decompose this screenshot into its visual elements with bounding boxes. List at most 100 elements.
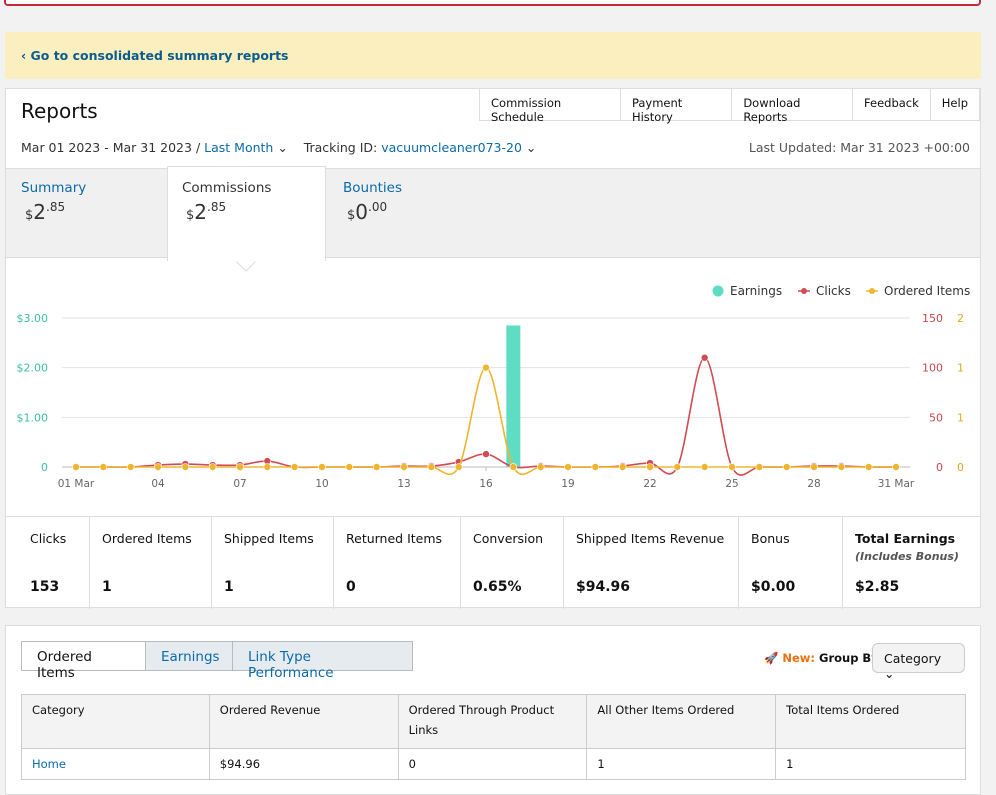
tab-label: Summary [21, 180, 87, 196]
cell: 1 [775, 748, 966, 780]
marker [427, 463, 436, 471]
legend-label: Ordered Items [884, 284, 970, 298]
marker [154, 463, 162, 471]
y3-tick-label: 1 [957, 411, 964, 424]
whole: 2 [33, 200, 47, 224]
fraction: .85 [207, 200, 227, 214]
metric-label: Conversion [473, 531, 544, 546]
metric-value: 1 [224, 579, 234, 595]
marker [700, 353, 709, 362]
select-value: Category [884, 651, 942, 666]
marker [810, 463, 818, 471]
x-tick-label: 07 [233, 478, 246, 490]
metric-value: $94.96 [576, 579, 631, 595]
metric-label: Bonus [751, 531, 790, 546]
y-tick-label: $2.00 [17, 362, 49, 375]
nav-item[interactable]: Payment History [619, 88, 731, 124]
period[interactable]: Last Month [204, 140, 274, 155]
metric-label: Ordered Items [102, 531, 192, 546]
nav: Commission Schedule Payment History Downlo… [479, 88, 980, 124]
nav-item[interactable]: Download Reports [731, 88, 852, 124]
group-by: 🚀 New: Group By: [764, 651, 883, 665]
bounties-tab[interactable]: Bounties $0.00 [343, 180, 402, 224]
tab-value: $2.85 [25, 200, 86, 224]
marker [99, 463, 108, 471]
report-tab[interactable]: Earnings [145, 641, 233, 671]
new-text: New: [782, 651, 815, 665]
currency: $ [347, 208, 356, 223]
cell[interactable]: Home [21, 748, 210, 780]
new-label: 🚀 New: [764, 651, 815, 665]
marker [892, 463, 900, 471]
marker [181, 463, 190, 471]
legend-swatch [712, 285, 724, 297]
report-tab[interactable]: Ordered Items [21, 641, 146, 681]
metrics: Clicks 153 Ordered Items 1 Shipped Items 1 Ret… [5, 516, 981, 609]
report-tab[interactable]: Link Type Performance [232, 641, 413, 681]
marker [700, 463, 709, 471]
bar [506, 325, 521, 467]
marker [263, 463, 272, 471]
metric: Ordered Items 1 [89, 517, 211, 609]
marker [400, 463, 408, 471]
y3-tick-label: 2 [957, 312, 964, 325]
y-tick-label: $1.00 [17, 411, 49, 424]
marker [208, 463, 217, 471]
metric: Returned Items 0 [333, 517, 460, 609]
metric-value: 153 [30, 579, 60, 595]
x-tick-label: 28 [807, 478, 820, 490]
y-tick-label: $3.00 [17, 312, 49, 325]
x-tick-label: 16 [479, 478, 493, 490]
metric-label: Returned Items [346, 531, 443, 546]
legend-label: Earnings [730, 284, 782, 298]
x-tick-label: 31 Mar [878, 478, 915, 490]
report-tabs: Ordered Items Earnings Link Type Perform… [21, 641, 413, 681]
group-by-select[interactable]: Category ⌄ [872, 643, 965, 681]
alert-box [4, 0, 981, 6]
column-header: Category [21, 694, 210, 749]
summary-tabs [6, 168, 980, 258]
tab-label: Commissions [182, 180, 272, 196]
column-header: All Other Items Ordered [586, 694, 777, 749]
group-by-label: Group By: [819, 651, 884, 665]
tracking-label: Tracking ID: [303, 140, 378, 155]
nav-item[interactable]: Feedback [852, 88, 930, 120]
line [76, 366, 896, 476]
report-panel: Ordered Items Earnings Link Type Perform… [5, 625, 981, 795]
marker [618, 463, 627, 471]
whole: 0 [355, 200, 369, 224]
tracking-id[interactable]: vacuumcleaner073-20 [381, 140, 522, 155]
metric: Clicks 153 [5, 517, 89, 609]
last-updated: Last Updated: Mar 31 2023 +00:00 [748, 140, 970, 155]
marker [290, 463, 299, 471]
column-header: Ordered Through Product Links [397, 694, 588, 749]
x-tick-label: 10 [315, 478, 328, 490]
separator: / [195, 140, 201, 155]
marker [126, 463, 135, 471]
title: Reports [21, 99, 98, 123]
y2-tick-label: 150 [922, 312, 943, 325]
x-tick-label: 01 Mar [58, 478, 95, 490]
commissions-tab[interactable]: Commissions $2.85 [182, 180, 271, 224]
date-range: Mar 01 2023 - Mar 31 2023 [21, 140, 192, 155]
marker [564, 463, 572, 471]
cell: $94.96 [208, 748, 399, 780]
nav-item[interactable]: Commission Schedule [491, 96, 562, 124]
metric-value: 0.65% [473, 579, 522, 595]
marker [372, 463, 381, 471]
metric-value: $2.85 [855, 579, 900, 595]
x-tick-label: 22 [643, 478, 656, 490]
marker [728, 463, 736, 471]
back-link[interactable]: ‹ Go to consolidated summary reports [21, 48, 289, 63]
y3-tick-label: 1 [957, 362, 964, 375]
legend-swatch [801, 288, 807, 294]
metric-label: Shipped Items Revenue [576, 531, 725, 546]
tab-value: $2.85 [186, 200, 271, 224]
summary-tab[interactable]: Summary $2.85 [21, 180, 86, 224]
marker [345, 463, 354, 471]
marker [837, 463, 846, 471]
nav-item[interactable]: Help [929, 88, 979, 120]
column-header: Total Items Ordered [775, 694, 966, 749]
marker [755, 463, 764, 471]
x-tick-label: 04 [151, 478, 165, 490]
